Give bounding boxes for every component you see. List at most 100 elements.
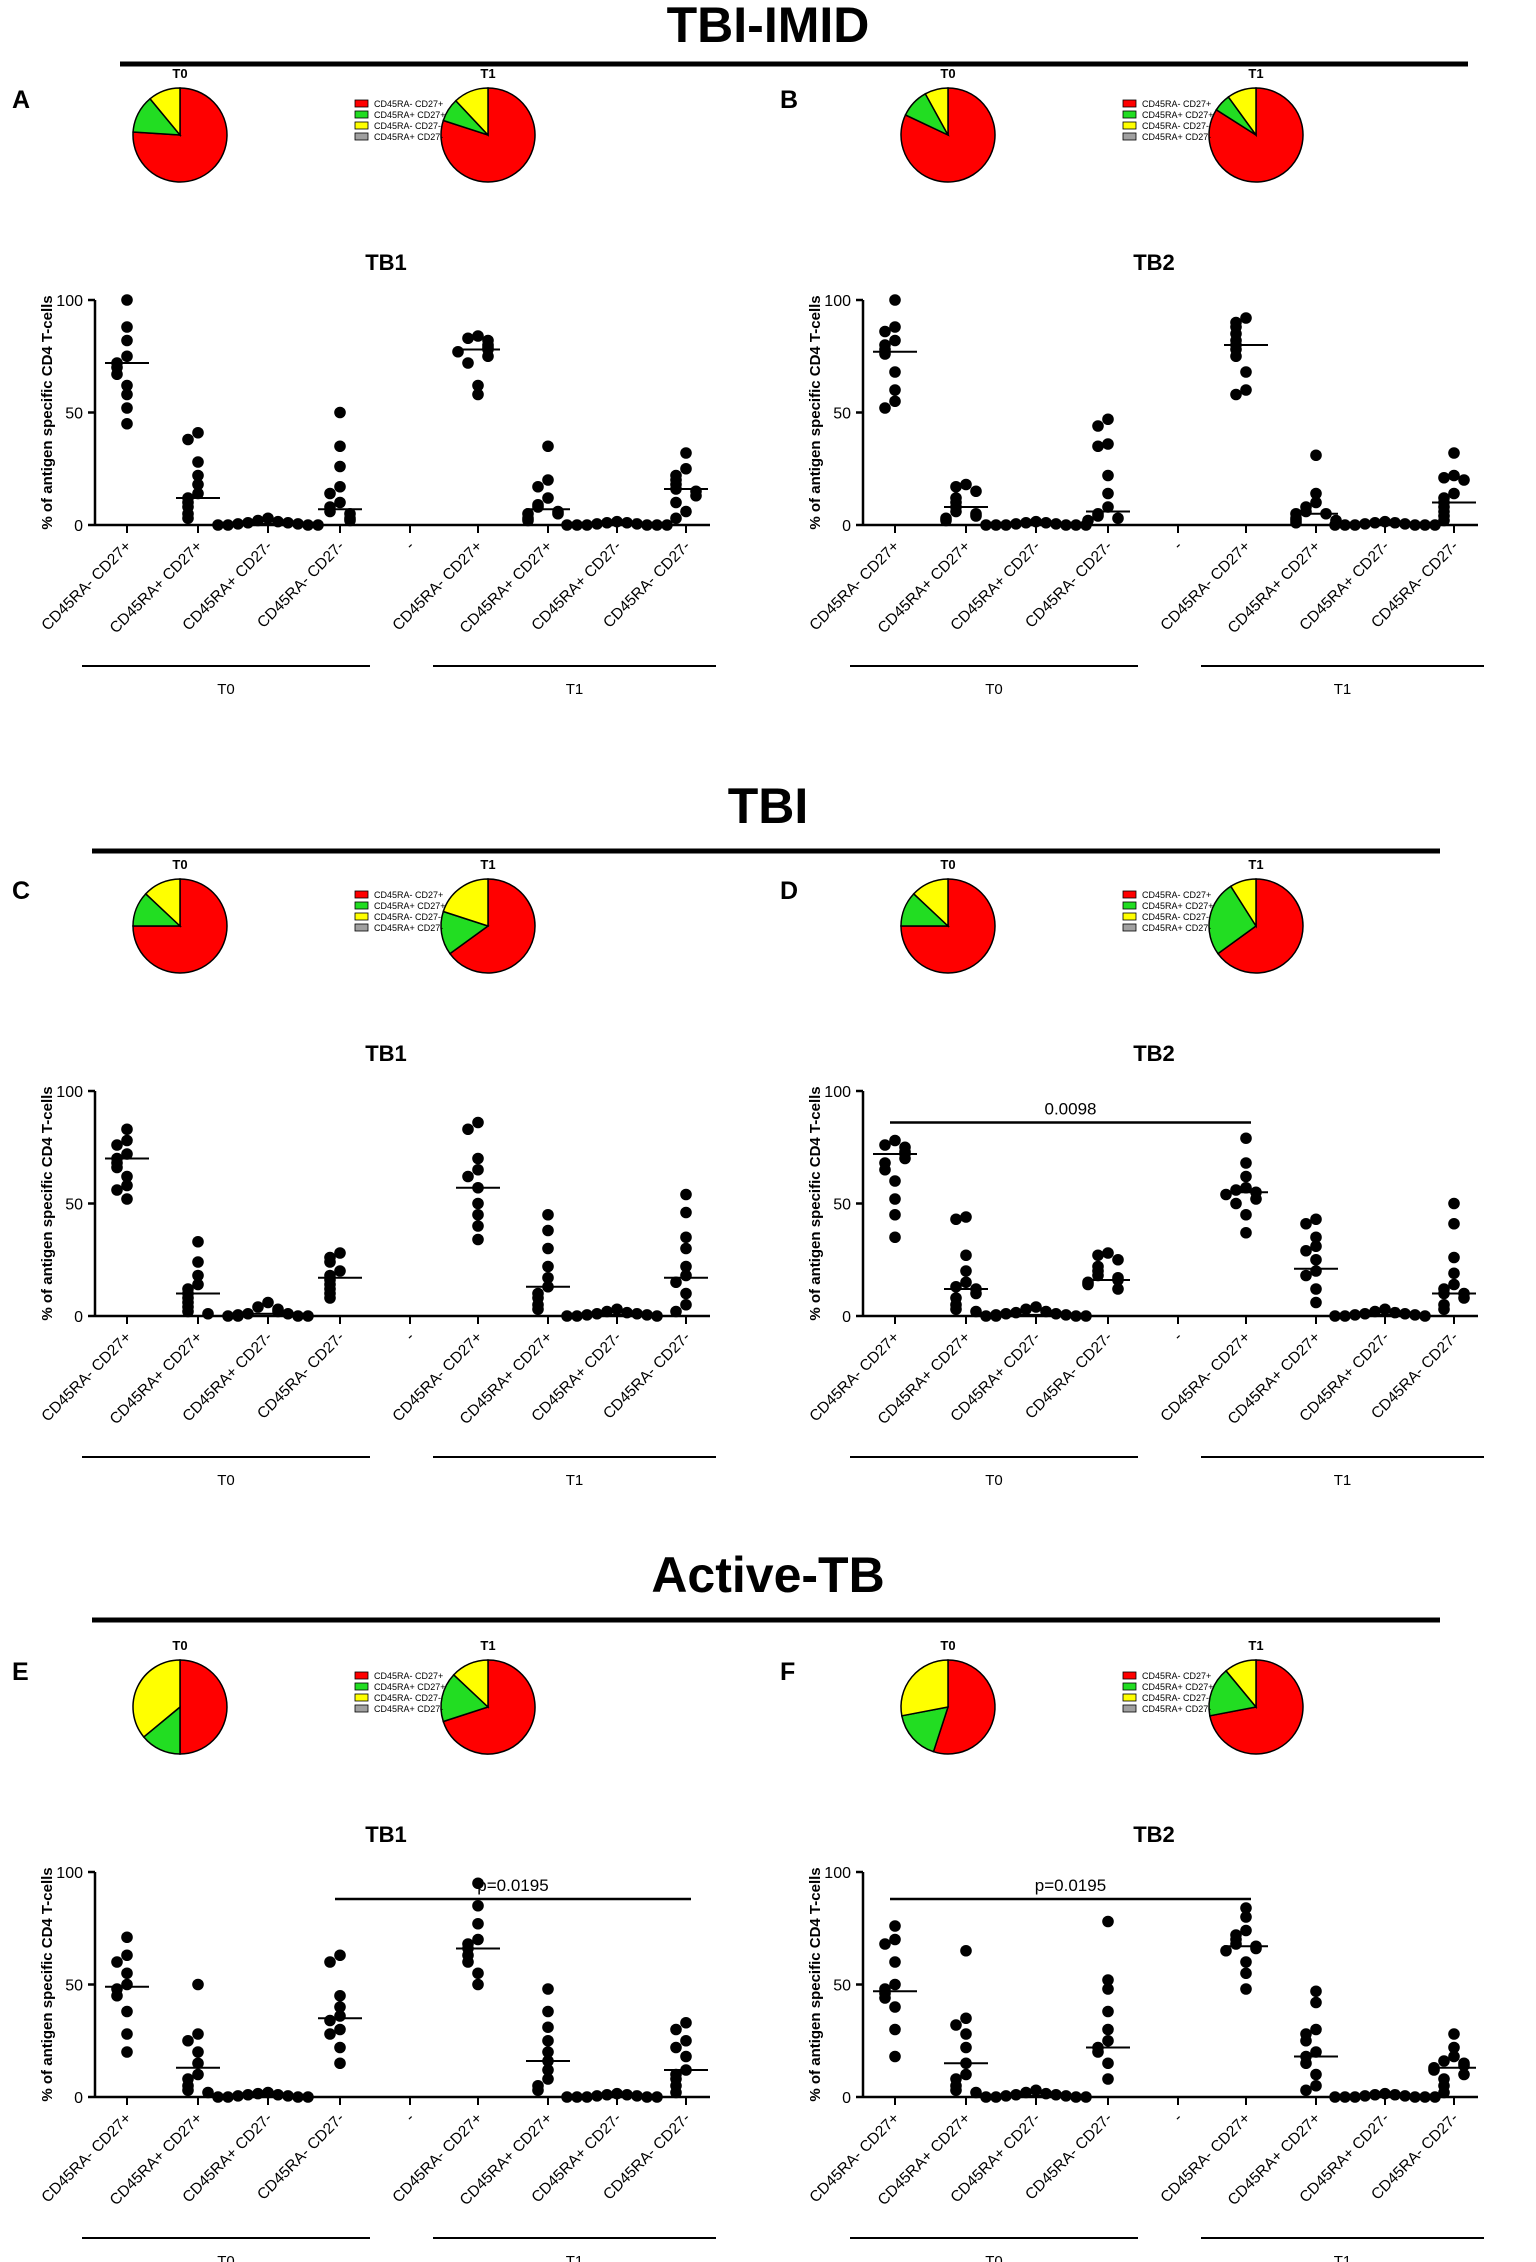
data-point [680,1269,692,1282]
group-label: T0 [217,1472,235,1489]
data-point [1429,519,1441,531]
data-point [1310,1231,1322,1244]
data-point [950,1280,962,1293]
data-point [889,321,901,333]
data-point [1458,2068,1470,2081]
data-point [1419,1310,1431,1322]
data-point [641,2091,653,2103]
group-label: T1 [1334,681,1352,698]
data-point [670,1276,682,1289]
data-point [1102,501,1114,513]
data-point [960,1265,972,1277]
category-label: - [402,1329,418,1345]
group-label: T0 [985,1472,1003,1489]
pie-slice [900,1706,950,1753]
data-point [970,510,982,522]
data-point [542,492,554,504]
legend-swatch [1122,923,1137,932]
category-label: - [402,538,418,554]
data-point [1070,2091,1082,2103]
data-point [680,447,692,459]
data-point [121,1148,133,1160]
data-point [1080,2091,1092,2103]
data-point [670,2041,682,2054]
data-point [970,1287,982,1300]
data-point [1220,1944,1232,1957]
panel-letter: F [780,1658,795,1686]
data-point [462,332,474,345]
data-point [950,2019,962,2031]
data-point [1240,1902,1252,1914]
pie-title: T0 [172,1638,187,1653]
pie-title: T1 [480,857,495,872]
legend-swatch [354,890,369,899]
data-point [889,1175,901,1187]
y-tick-label: 50 [833,1197,851,1214]
data-point [1310,2046,1322,2058]
y-tick-label: 50 [833,406,851,423]
data-point [940,514,952,527]
legend-swatch [1122,110,1137,119]
data-point [324,1956,336,1968]
data-point [121,379,133,392]
data-point [1310,496,1322,509]
data-point [111,1161,123,1174]
y-axis-label: % of antigen specific CD4 T-cells [39,1086,56,1320]
legend-label: CD45RA- CD27- [1142,1693,1209,1703]
data-point [542,1260,554,1273]
data-point [1102,438,1114,450]
legend-label: CD45RA+ CD27+ [1142,1682,1214,1692]
data-point [532,501,544,513]
data-point [111,1184,123,1196]
data-point [1050,1307,1062,1320]
legend-swatch [354,1693,369,1702]
data-point [232,1310,244,1322]
data-point [1240,1157,1252,1169]
legend-label: CD45RA- CD27+ [374,1671,443,1681]
data-point [889,2023,901,2036]
pie-legend: CD45RA- CD27+CD45RA+ CD27+CD45RA- CD27-C… [354,1671,446,1714]
data-point [334,1949,346,1962]
data-point [262,512,274,525]
data-point [121,1931,133,1944]
legend-swatch [1122,1682,1137,1691]
data-point [1102,1915,1114,1928]
data-point [680,1188,692,1201]
pie-title: T0 [940,66,955,81]
pie-legend: CD45RA- CD27+CD45RA+ CD27+CD45RA- CD27-C… [1122,890,1214,933]
panel-f: F T0 T1 CD45RA- CD27+CD45RA+ CD27+CD45RA- C… [780,1638,1484,2262]
data-point [1092,510,1104,522]
data-point [889,1231,901,1244]
data-point [1369,516,1381,529]
data-point [252,2087,264,2100]
data-point [990,1310,1002,1322]
data-point [1070,519,1082,531]
data-point [472,1152,484,1165]
data-point [542,1271,554,1284]
pie-slice [454,87,489,137]
data-point [472,379,484,392]
significance-label: p=0.0195 [1035,1876,1106,1895]
data-point [1359,1307,1371,1320]
data-point [980,519,992,531]
data-point [1409,2091,1421,2103]
data-point [121,1179,133,1192]
data-point [1438,2055,1450,2067]
data-point [611,515,623,528]
data-point [960,2012,972,2025]
data-point [334,406,346,419]
sections-layer: TBI-IMID TBI Active-TB [92,0,1468,1623]
pie-slice [924,87,949,136]
data-point [1240,312,1252,324]
data-point [960,1211,972,1223]
data-point [1220,1188,1232,1201]
data-point [1102,1983,1114,1995]
y-tick-label: 0 [74,1309,83,1326]
legend-swatch [354,901,369,910]
data-point [889,1208,901,1221]
panel-letter: D [780,877,798,905]
data-point [182,433,194,446]
pie-legend: CD45RA- CD27+CD45RA+ CD27+CD45RA- CD27-C… [354,99,446,142]
data-point [1310,2068,1322,2081]
data-point [334,496,346,509]
